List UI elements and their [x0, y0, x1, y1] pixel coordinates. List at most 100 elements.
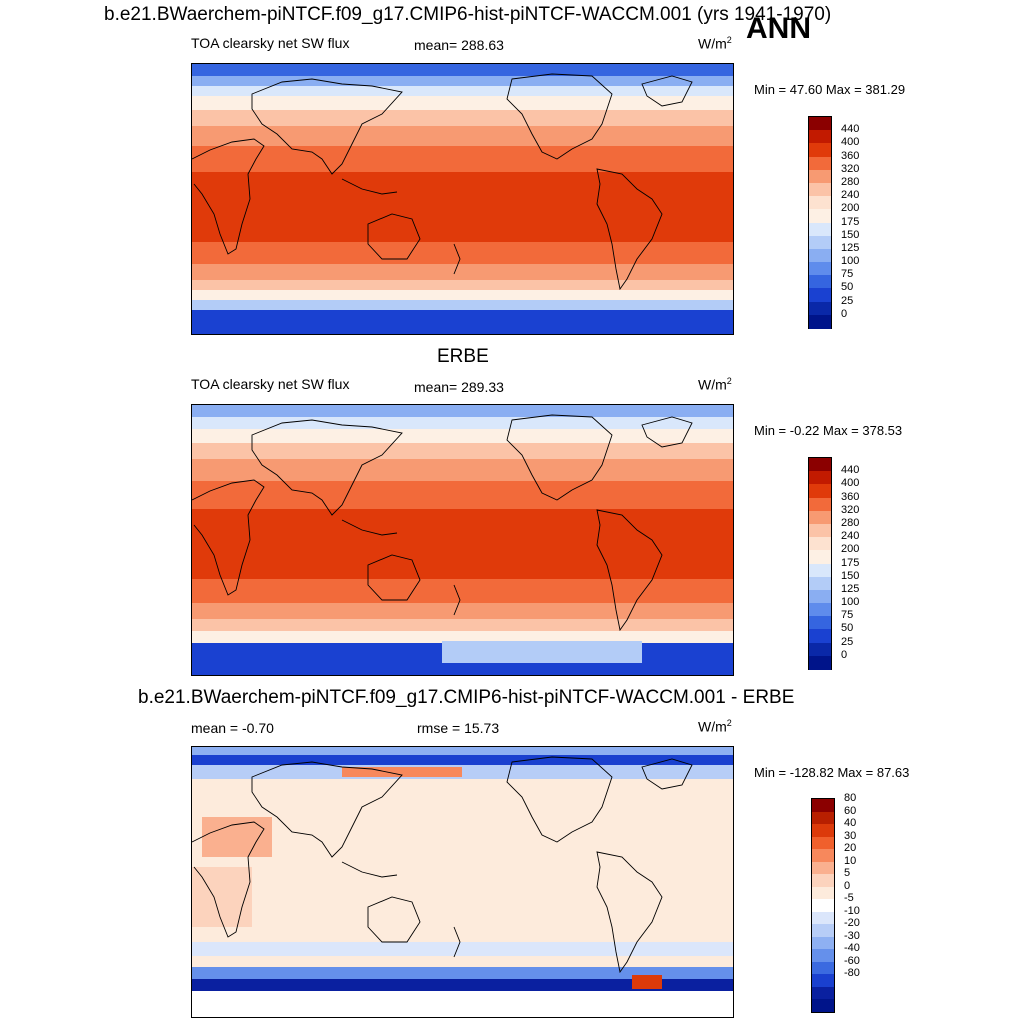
colorbar-cell	[809, 484, 831, 499]
colorbar-tick-label: 25	[841, 635, 854, 648]
colorbar-tick-label: 360	[841, 490, 860, 503]
panel1-mean-label: mean= 288.63	[414, 37, 504, 53]
colorbar-cell	[812, 936, 834, 950]
colorbar-cell	[809, 262, 831, 276]
colorbar-tick-label: 240	[841, 189, 860, 202]
colorbar-cell	[809, 655, 831, 670]
colorbar-tick-label: -80	[844, 967, 860, 980]
season-label: ANN	[746, 12, 811, 45]
colorbar-tick-label: 0	[841, 307, 848, 320]
colorbar-tick-label: 75	[841, 609, 854, 622]
colorbar-cell	[809, 288, 831, 303]
colorbar-tick-label: 280	[841, 175, 860, 188]
colorbar-cell	[812, 824, 834, 838]
colorbar-cell	[809, 642, 831, 657]
colorbar-cell	[809, 603, 831, 617]
panel3-colorbar: 80 60 40 30 20 10 5 0 -5 -10 -20 -30 -40 -60 -80	[811, 793, 860, 1013]
colorbar-cell	[812, 924, 834, 938]
colorbar-tick-label: 30	[844, 829, 857, 842]
colorbar-tick-label: -30	[844, 929, 860, 942]
colorbar-cell	[812, 961, 834, 975]
colorbar-cell	[809, 576, 831, 591]
panel2-minmax: Min = -0.22 Max = 378.53	[754, 423, 903, 438]
colorbar-tick-label: 200	[841, 543, 860, 556]
colorbar-cell	[809, 629, 831, 644]
colorbar-tick-label: 10	[844, 854, 857, 867]
colorbar-tick-label: -10	[844, 904, 860, 917]
colorbar-cell	[809, 301, 831, 316]
colorbar-cell	[812, 799, 834, 813]
colorbar-cell	[809, 616, 831, 630]
panel3-units: W/m2	[698, 718, 732, 735]
panel2-units: W/m2	[698, 376, 732, 393]
colorbar-cell	[812, 849, 834, 863]
panel3-rmse-label: rmse = 15.73	[417, 720, 500, 736]
colorbar-tick-label: -20	[844, 917, 860, 930]
colorbar-cell	[809, 209, 831, 223]
colorbar-cell	[809, 235, 831, 250]
colorbar-cell	[812, 911, 834, 925]
panel3-difference-map	[191, 746, 734, 1018]
colorbar-tick-label: 440	[841, 123, 860, 136]
colorbar-tick-label: 50	[841, 281, 854, 294]
colorbar-tick-label: 100	[841, 596, 860, 609]
colorbar-cell	[812, 836, 834, 850]
colorbar-tick-label: 150	[841, 569, 860, 582]
colorbar-tick-label: 50	[841, 622, 854, 635]
colorbar-tick-label: 400	[841, 477, 860, 490]
colorbar-cell	[809, 156, 831, 171]
panel2-variable-label: TOA clearsky net SW flux	[191, 376, 350, 392]
colorbar-cell	[809, 182, 831, 197]
colorbar-cell	[809, 471, 831, 485]
colorbar-cell	[812, 999, 834, 1013]
colorbar-tick-label: 320	[841, 162, 860, 175]
colorbar-tick-label: 360	[841, 149, 860, 162]
colorbar-tick-label: -5	[844, 892, 854, 905]
colorbar-tick-label: 150	[841, 228, 860, 241]
colorbar-cell	[809, 222, 831, 237]
colorbar-tick-label: 175	[841, 215, 860, 228]
colorbar-tick-label: -40	[844, 942, 860, 955]
colorbar-cell	[809, 537, 831, 551]
colorbar-tick-label: 60	[844, 804, 857, 817]
colorbar-cell	[809, 523, 831, 538]
colorbar-tick-label: 40	[844, 817, 857, 830]
colorbar-tick-label: 25	[841, 294, 854, 307]
colorbar-tick-label: 200	[841, 202, 860, 215]
colorbar-cell	[809, 275, 831, 289]
colorbar-tick-label: 440	[841, 464, 860, 477]
panel2-mean-label: mean= 289.33	[414, 379, 504, 395]
colorbar-cell	[809, 169, 831, 184]
colorbar-cell	[812, 974, 834, 988]
colorbar-cell	[809, 314, 831, 329]
colorbar-cell	[812, 899, 834, 913]
colorbar-tick-label: 280	[841, 516, 860, 529]
colorbar-cell	[809, 117, 831, 131]
colorbar-tick-label: 80	[844, 792, 857, 804]
colorbar-tick-label: 320	[841, 503, 860, 516]
colorbar-tick-label: 75	[841, 268, 854, 281]
colorbar-tick-label: 400	[841, 136, 860, 149]
colorbar-cell	[809, 248, 831, 263]
colorbar-tick-label: 125	[841, 582, 860, 595]
colorbar-tick-label: 0	[844, 879, 851, 892]
panel1-colorbar: 440 400 360 320 280 240 200 175 150 125 100 75 50 25 0	[808, 116, 859, 329]
colorbar-tick-label: 5	[844, 867, 851, 880]
colorbar-cell	[812, 811, 834, 825]
colorbar-cell	[809, 196, 831, 210]
colorbar-cell	[812, 986, 834, 1000]
colorbar-cell	[809, 497, 831, 512]
colorbar-tick-label: 0	[841, 648, 848, 661]
colorbar-cell	[809, 589, 831, 604]
colorbar-cell	[809, 563, 831, 578]
colorbar-tick-label: 125	[841, 241, 860, 254]
panel3-minmax: Min = -128.82 Max = 87.63	[754, 765, 910, 780]
colorbar-cell	[809, 130, 831, 144]
panel1-minmax: Min = 47.60 Max = 381.29	[754, 82, 906, 97]
colorbar-cell	[809, 458, 831, 472]
colorbar-cell	[809, 510, 831, 525]
colorbar-tick-label: 175	[841, 556, 860, 569]
colorbar-cell	[809, 550, 831, 564]
panel1-units: W/m2	[698, 35, 732, 52]
colorbar-tick-label: 100	[841, 255, 860, 268]
